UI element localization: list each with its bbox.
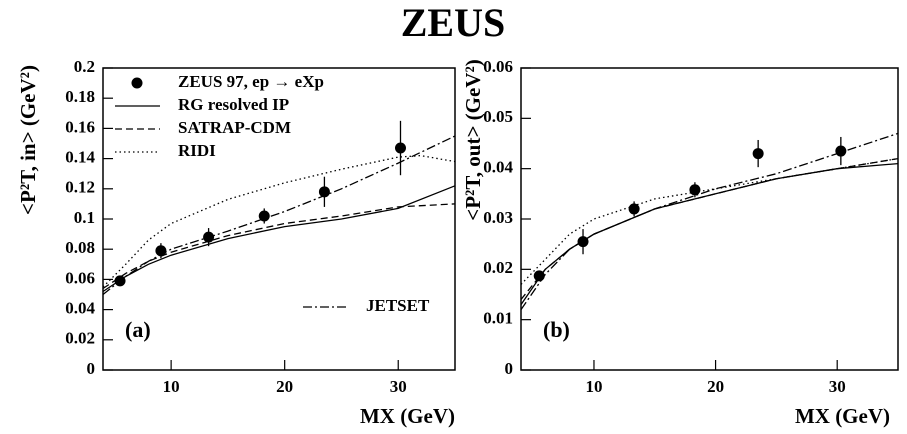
data-point — [689, 184, 701, 196]
y-tick-label: 0.03 — [483, 208, 513, 227]
legend-label: JETSET — [366, 296, 430, 315]
panel-label: (b) — [543, 317, 570, 342]
y-tick-label: 0.12 — [65, 178, 95, 197]
legend-label: SATRAP-CDM — [178, 118, 291, 137]
model-curve — [520, 157, 899, 285]
panel-label: (a) — [125, 317, 151, 342]
y-tick-label: 0.04 — [483, 158, 513, 177]
data-point — [258, 210, 270, 222]
legend-label: ZEUS 97, ep → eXp — [178, 72, 324, 91]
y-tick-label: 0 — [87, 359, 96, 378]
model-curve — [102, 154, 456, 288]
y-tick-label: 0.01 — [483, 309, 513, 328]
y-tick-label: 0.2 — [74, 57, 95, 76]
y-tick-label: 0.16 — [65, 117, 95, 136]
y-tick-label: 0.1 — [74, 208, 95, 227]
x-tick-label: 10 — [585, 377, 602, 396]
legend-label: RG resolved IP — [178, 95, 289, 114]
y-tick-label: 0.02 — [483, 258, 513, 277]
legend-label: RIDI — [178, 141, 216, 160]
figure-title: ZEUS — [401, 0, 506, 45]
data-point — [318, 186, 330, 198]
y-tick-label: 0.14 — [65, 148, 95, 167]
plot-frame — [520, 67, 899, 371]
data-point — [752, 148, 764, 160]
x-axis-label: MX (GeV) — [360, 404, 455, 428]
y-tick-label: 0.05 — [483, 107, 513, 126]
model-curve — [102, 185, 456, 293]
model-curve — [102, 135, 456, 296]
y-tick-label: 0.06 — [65, 268, 95, 287]
y-axis-label: <P²T, in> (GeV²) — [16, 65, 40, 215]
y-tick-label: 0 — [505, 359, 514, 378]
legend-marker — [131, 77, 143, 89]
model-curve — [102, 203, 456, 290]
model-curve — [520, 162, 899, 305]
model-curve — [520, 132, 899, 310]
y-tick-label: 0.06 — [483, 57, 513, 76]
y-tick-label: 0.08 — [65, 238, 95, 257]
x-axis-label: MX (GeV) — [795, 404, 890, 428]
y-tick-label: 0.04 — [65, 299, 95, 318]
y-tick-label: 0.02 — [65, 329, 95, 348]
x-tick-label: 30 — [390, 377, 407, 396]
x-tick-label: 20 — [276, 377, 293, 396]
x-tick-label: 30 — [829, 377, 846, 396]
x-tick-label: 20 — [707, 377, 724, 396]
data-point — [628, 203, 640, 215]
y-tick-label: 0.18 — [65, 87, 95, 106]
x-tick-label: 10 — [163, 377, 180, 396]
model-curve — [520, 157, 899, 300]
data-point — [394, 142, 406, 154]
y-axis-label: <P²T, out> (GeV²) — [461, 59, 485, 221]
